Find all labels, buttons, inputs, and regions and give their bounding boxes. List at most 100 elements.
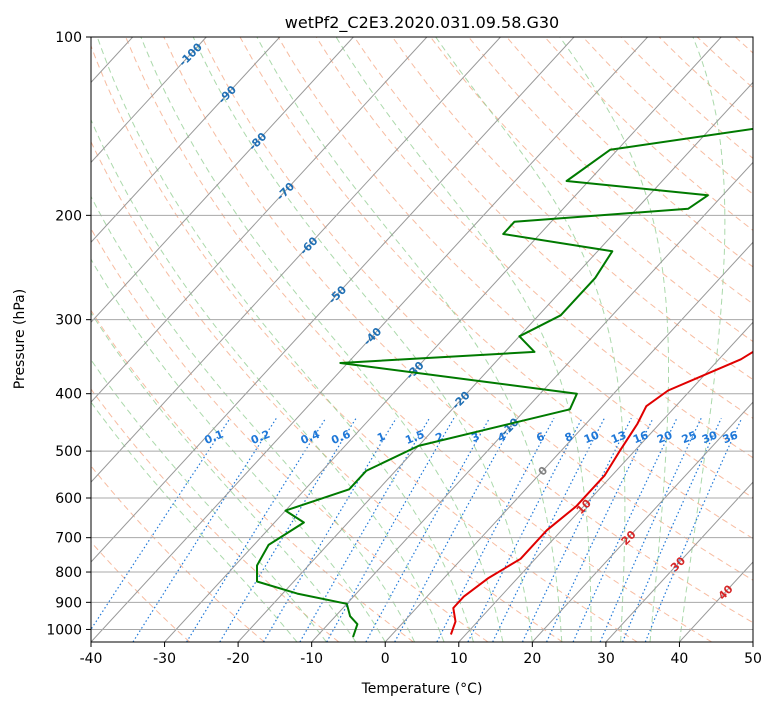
mixing-ratio-line xyxy=(521,417,632,642)
mixing-ratio-lines xyxy=(91,417,743,642)
mixing-ratio-line xyxy=(436,417,555,642)
dry-adiabat-line xyxy=(430,37,753,343)
y-axis-label: Pressure (hPa) xyxy=(12,289,28,389)
isotherm-line xyxy=(237,81,753,642)
dry-adiabat-line xyxy=(734,37,753,54)
dry-adiabat-line xyxy=(91,44,638,642)
y-tick-label: 1000 xyxy=(46,622,82,638)
traces xyxy=(256,127,753,638)
y-tick-label: 700 xyxy=(55,531,82,547)
y-tick-label: 100 xyxy=(55,30,82,46)
mixing-ratio-line xyxy=(394,417,517,642)
mixing-ratio-line xyxy=(467,417,583,642)
x-tick-label: -20 xyxy=(227,651,250,667)
x-tick-label: 0 xyxy=(381,651,390,667)
y-tick-label: 400 xyxy=(55,387,82,403)
mixing-ratio-label: 10 xyxy=(582,428,601,446)
y-tick-label: 500 xyxy=(55,444,82,460)
dry-adiabat-line xyxy=(315,37,753,459)
isotherm-line xyxy=(531,401,753,642)
dry-adiabat-line xyxy=(91,465,265,642)
moist-adiabat-line xyxy=(335,37,592,642)
mixing-ratio-line xyxy=(599,417,702,642)
mixing-ratio-label: 1 xyxy=(375,430,387,445)
dry-adiabat-line xyxy=(620,37,753,160)
dry-adiabat-line xyxy=(544,37,753,231)
dry-adiabat-line xyxy=(696,37,753,89)
x-tick-label: 10 xyxy=(450,651,468,667)
dry-adiabat-line xyxy=(506,37,753,268)
moist-adiabat-line xyxy=(91,358,327,642)
mixing-ratio-line xyxy=(326,417,455,642)
isotherm-line xyxy=(164,37,722,642)
isotherm-line xyxy=(0,37,59,642)
mixing-ratio-line xyxy=(572,417,678,642)
isotherm-line xyxy=(91,37,428,403)
dry-adiabat-line xyxy=(277,37,753,499)
moist-adiabat-line xyxy=(678,37,726,642)
mixing-ratio-line xyxy=(365,417,491,642)
dry-adiabat-line xyxy=(125,37,713,642)
mixing-ratio-label: 8 xyxy=(563,430,575,445)
moist-adiabat-line xyxy=(192,37,533,642)
moist-adiabat-line xyxy=(435,37,626,642)
x-axis: -40 -30 -20 -10 0 10 20 30 40 50 xyxy=(80,642,762,667)
chart-title: wetPf2_C2E3.2020.031.09.58.G30 xyxy=(285,13,559,33)
mixing-ratio-label: 30 xyxy=(700,428,719,446)
isobars xyxy=(91,37,753,630)
isotherm-line xyxy=(91,37,648,642)
isotherm-line xyxy=(91,37,501,483)
moist-adiabat-line xyxy=(91,195,416,642)
x-axis-label: Temperature (°C) xyxy=(361,681,483,697)
moist-adiabat-line xyxy=(91,118,445,642)
isotherm-line xyxy=(91,37,281,243)
dewpoint-trace xyxy=(256,127,753,638)
temperature-trace xyxy=(449,350,753,635)
isotherm-line xyxy=(311,161,753,642)
moist-adiabat-line xyxy=(559,37,669,642)
mixing-ratio-label: 3 xyxy=(469,430,481,445)
mixing-ratio-labels: 0.1 0.2 0.4 0.6 1 1.5 2 3 4 6 8 10 13 16 20 25 30 36 xyxy=(202,428,740,448)
moist-adiabat-line xyxy=(91,311,357,642)
mixing-ratio-label: 0.2 xyxy=(249,428,272,447)
y-tick-label: 800 xyxy=(55,565,82,581)
dry-adiabat-line xyxy=(239,37,753,540)
isotherm-line xyxy=(91,37,575,563)
x-tick-label: 30 xyxy=(597,651,615,667)
dry-adiabat-line xyxy=(658,37,753,124)
mixing-ratio-line xyxy=(644,417,743,642)
dry-adiabat-line xyxy=(91,227,489,642)
moist-adiabat-line xyxy=(140,37,504,642)
mixing-ratio-line xyxy=(492,417,605,642)
x-tick-label: -40 xyxy=(80,651,103,667)
dry-adiabat-line xyxy=(582,37,753,195)
x-tick-label: -30 xyxy=(153,651,176,667)
isotherm-label: -100 xyxy=(176,40,205,69)
y-axis: 100 200 300 400 500 600 700 800 900 1000 xyxy=(46,30,91,638)
x-tick-label: -10 xyxy=(300,651,323,667)
dry-adiabat-line xyxy=(353,37,753,419)
mixing-ratio-line xyxy=(91,417,231,631)
mixing-ratio-line xyxy=(132,417,277,642)
mixing-ratio-line xyxy=(262,417,397,642)
mixing-ratio-label: 6 xyxy=(535,430,547,445)
mixing-ratio-line xyxy=(622,417,722,642)
isotherm-line xyxy=(384,241,753,642)
x-tick-label: 50 xyxy=(744,651,762,667)
plot-area: -100-90-80-70-60-50-40-30-20-10010203040… xyxy=(0,37,753,642)
mixing-ratio-label: 25 xyxy=(680,428,699,446)
y-tick-label: 300 xyxy=(55,313,82,329)
x-tick-label: 20 xyxy=(523,651,541,667)
mixing-ratio-label: 2 xyxy=(434,430,446,445)
isotherm-line xyxy=(458,321,753,642)
moist-adiabat-line xyxy=(91,401,298,642)
dry-adiabat-line xyxy=(91,388,340,642)
isotherm-line xyxy=(91,37,207,164)
mixing-ratio-line xyxy=(546,417,654,642)
plot-frame xyxy=(90,36,754,643)
moist-adiabat-line xyxy=(96,37,474,642)
isotherm-line xyxy=(605,481,753,642)
dry-adiabat-line xyxy=(91,140,563,642)
mixing-ratio-label: 36 xyxy=(721,428,740,446)
